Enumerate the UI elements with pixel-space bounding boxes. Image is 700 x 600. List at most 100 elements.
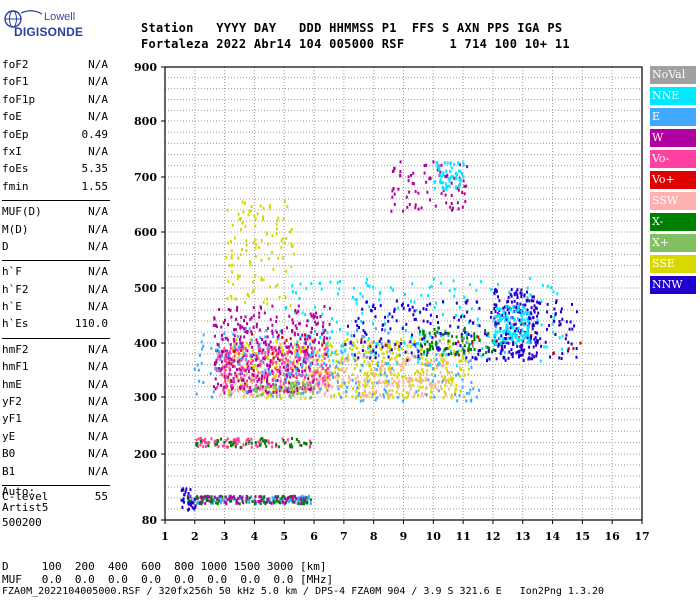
echo-point [441, 185, 444, 189]
echo-point [212, 390, 215, 394]
echo-point [485, 333, 488, 337]
echo-point [303, 500, 306, 504]
echo-point [366, 394, 369, 398]
echo-point [528, 325, 530, 329]
echo-point [388, 389, 391, 393]
echo-point [456, 399, 459, 403]
echo-point [232, 379, 235, 383]
echo-point [407, 175, 410, 179]
echo-point [447, 176, 450, 180]
echo-point [274, 329, 277, 333]
echo-point [328, 336, 331, 340]
echo-point [219, 499, 222, 503]
echo-point [280, 386, 283, 390]
echo-point [463, 373, 466, 377]
echo-point [305, 349, 307, 353]
echo-point [417, 360, 420, 364]
echo-point [214, 366, 217, 370]
echo-point [286, 350, 289, 354]
echo-point [281, 495, 284, 499]
echo-point [260, 380, 263, 384]
echo-point [285, 236, 288, 240]
echo-point [241, 353, 244, 357]
echo-point [413, 340, 416, 344]
param-row: foEp 0.49 [2, 128, 110, 145]
echo-point [281, 256, 284, 260]
echo-point [299, 349, 302, 353]
echo-point [326, 344, 329, 348]
echo-point [248, 209, 251, 213]
param-label: yE [2, 429, 16, 443]
param-row: C-level 55 [2, 490, 110, 507]
echo-point [441, 356, 444, 360]
echo-point [445, 366, 448, 370]
echo-point [261, 370, 264, 374]
echo-point [417, 207, 420, 211]
echo-point [377, 364, 379, 368]
echo-point [262, 300, 265, 304]
echo-point [313, 346, 316, 350]
echo-point [275, 222, 278, 226]
echo-point [275, 319, 278, 323]
echo-point [438, 168, 441, 172]
echo-point [415, 342, 418, 346]
echo-point [289, 337, 292, 341]
echo-point [264, 335, 267, 339]
echo-point [244, 382, 246, 386]
echo-point [390, 372, 393, 376]
echo-point [245, 438, 248, 442]
echo-point [255, 322, 258, 326]
echo-point [302, 497, 305, 501]
echo-point [194, 504, 197, 508]
echo-point [181, 505, 184, 509]
echo-point [336, 372, 339, 376]
echo-point [381, 345, 384, 349]
echo-point [438, 326, 440, 330]
echo-point [448, 179, 451, 183]
echo-point [460, 335, 463, 339]
echo-point [377, 343, 380, 347]
echo-point [507, 320, 510, 324]
echo-point [539, 359, 542, 363]
echo-point [334, 352, 337, 356]
echo-point [239, 387, 242, 391]
echo-point [227, 241, 230, 245]
echo-point [256, 374, 259, 378]
echo-point [243, 327, 246, 331]
echo-point [250, 330, 253, 334]
echo-point [322, 367, 325, 370]
echo-point [468, 350, 471, 354]
echo-point [224, 354, 227, 358]
echo-point [236, 348, 239, 352]
echo-point [270, 345, 273, 349]
echo-point [363, 388, 366, 392]
echo-point [210, 395, 213, 399]
echo-point [292, 321, 295, 325]
param-row: foF1 N/A [2, 75, 110, 92]
echo-point [268, 347, 271, 351]
echo-point [266, 346, 269, 350]
echo-point [223, 375, 226, 378]
echo-point [379, 290, 382, 294]
echo-point [239, 253, 242, 257]
echo-point [509, 332, 512, 336]
echo-point [300, 502, 303, 506]
echo-point [252, 368, 255, 372]
echo-point [255, 338, 258, 342]
echo-point [260, 278, 263, 282]
echo-point [503, 305, 506, 309]
echo-point [525, 331, 528, 335]
echo-point [252, 288, 255, 292]
echo-point [413, 343, 416, 347]
echo-point [258, 389, 261, 393]
echo-point [278, 346, 281, 350]
echo-point [292, 359, 295, 363]
echo-point [571, 302, 573, 306]
echo-point [285, 373, 288, 377]
echo-point [336, 379, 339, 382]
echo-point [427, 348, 430, 352]
echo-point [250, 380, 253, 384]
echo-point [402, 209, 405, 213]
echo-point [287, 371, 290, 375]
x-tick-label: 16 [605, 530, 621, 543]
